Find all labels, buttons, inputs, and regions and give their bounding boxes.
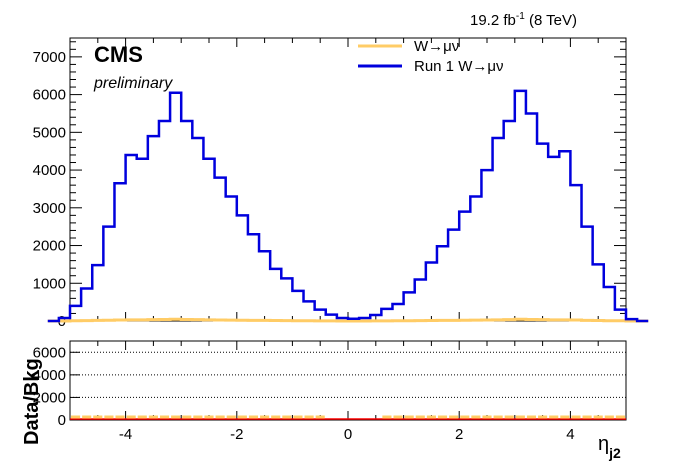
y-tick-label: 7000: [33, 49, 66, 66]
y-tick-label: 2000: [33, 238, 66, 255]
y-tick-label: 5000: [33, 124, 66, 141]
x-axis-label: ηj2: [598, 433, 621, 461]
x-tick-label: 2: [455, 426, 463, 443]
series-line-wmunu: [47, 89, 649, 323]
legend-label-wmunu: W→μν: [414, 38, 459, 55]
ratio-y-tick-label: 2000: [33, 389, 66, 406]
x-tick-label: 4: [566, 426, 574, 443]
ratio-gridlines: [70, 351, 626, 398]
preliminary-label: preliminary: [93, 75, 173, 92]
series-line-run1: [47, 317, 649, 323]
x-tick-label: -4: [119, 426, 132, 443]
ratio-ylabel: Data/Bkg: [21, 358, 43, 445]
ratio-y-tick-label: 4000: [33, 367, 66, 384]
main-histograms: [47, 89, 649, 323]
x-tick-label: 0: [344, 426, 352, 443]
legend-label-run1: Run 1 W→μν: [414, 58, 504, 75]
ratio-axis-ticks: 0 2000 4000 6000 -4 -2 0 2 4: [33, 341, 627, 443]
cms-label: CMS: [94, 42, 143, 67]
legend: W→μν Run 1 W→μν: [358, 38, 504, 75]
y-tick-label: 6000: [33, 87, 66, 104]
ratio-y-tick-label: 6000: [33, 344, 66, 361]
ratio-y-tick-label: 0: [58, 412, 66, 429]
y-tick-label: 4000: [33, 162, 66, 179]
y-tick-label: 1000: [33, 275, 66, 292]
ratio-series: [70, 415, 626, 420]
ratio-plot-frame: [69, 340, 627, 421]
y-tick-label: 3000: [33, 200, 66, 217]
x-tick-label: -2: [230, 426, 243, 443]
lumi-label: 19.2 fb-1 (8 TeV): [470, 11, 577, 29]
